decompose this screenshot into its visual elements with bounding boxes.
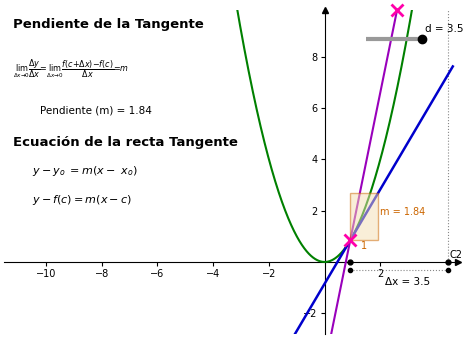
Text: 1: 1: [361, 241, 367, 251]
Text: Pendiente de la Tangente: Pendiente de la Tangente: [12, 18, 203, 31]
Text: m = 1.84: m = 1.84: [380, 207, 425, 217]
Text: $y - y_o \ = m(x -\ x_o)$: $y - y_o \ = m(x -\ x_o)$: [32, 164, 137, 178]
Text: Ecuación de la recta Tangente: Ecuación de la recta Tangente: [12, 136, 237, 149]
Bar: [350, 193, 378, 240]
Text: d = 3.5: d = 3.5: [425, 24, 464, 33]
Text: Δx = 3.5: Δx = 3.5: [385, 277, 430, 287]
Text: $y - f(c) = m(x - c)$: $y - f(c) = m(x - c)$: [32, 193, 132, 207]
Text: Pendiente (m) = 1.84: Pendiente (m) = 1.84: [40, 105, 152, 115]
Text: $\lim_{\Delta x \to 0} \dfrac{\Delta y}{\Delta x}$$= \lim_{\Delta x \to 0} \dfra: $\lim_{\Delta x \to 0} \dfrac{\Delta y}{…: [12, 57, 129, 79]
Text: C2: C2: [449, 250, 462, 260]
